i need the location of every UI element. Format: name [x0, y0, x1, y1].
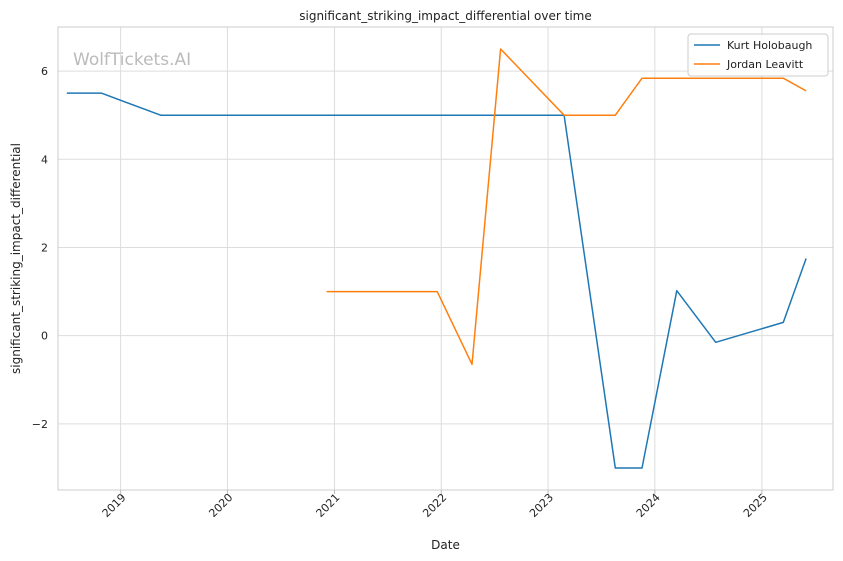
- x-axis-ticks: 2019 2020 2021 2022 2023 2024 2025: [100, 490, 770, 520]
- y-tick-label: 4: [41, 153, 48, 166]
- x-tick-label: 2019: [100, 491, 129, 520]
- series-line-jordan-leavitt: [326, 48, 807, 366]
- y-axis-label: significant_striking_impact_differential: [9, 143, 23, 374]
- y-axis-ticks: −2 0 2 4 6: [32, 65, 48, 431]
- x-tick-label: 2021: [314, 491, 343, 520]
- y-tick-label: −2: [32, 418, 48, 431]
- legend-label-kurt-holobaugh: Kurt Holobaugh: [727, 39, 812, 52]
- y-tick-label: 2: [41, 241, 48, 254]
- x-tick-label: 2024: [634, 491, 663, 520]
- x-tick-label: 2023: [527, 491, 556, 520]
- legend-box: [687, 33, 829, 77]
- plot-frame: [57, 26, 834, 491]
- series-lines: [66, 48, 807, 469]
- watermark: WolfTickets.AI: [73, 50, 191, 70]
- chart-title: significant_striking_impact_differential…: [299, 9, 591, 23]
- x-tick-label: 2025: [741, 491, 770, 520]
- x-tick-label: 2022: [420, 491, 449, 520]
- x-tick-label: 2020: [206, 491, 235, 520]
- grid: [58, 27, 833, 490]
- x-axis-label: Date: [431, 538, 460, 552]
- y-tick-label: 0: [41, 330, 48, 343]
- y-tick-label: 6: [41, 65, 48, 78]
- legend: Kurt Holobaugh Jordan Leavitt: [687, 33, 829, 77]
- series-line-kurt-holobaugh: [66, 92, 807, 469]
- legend-label-jordan-leavitt: Jordan Leavitt: [726, 58, 804, 71]
